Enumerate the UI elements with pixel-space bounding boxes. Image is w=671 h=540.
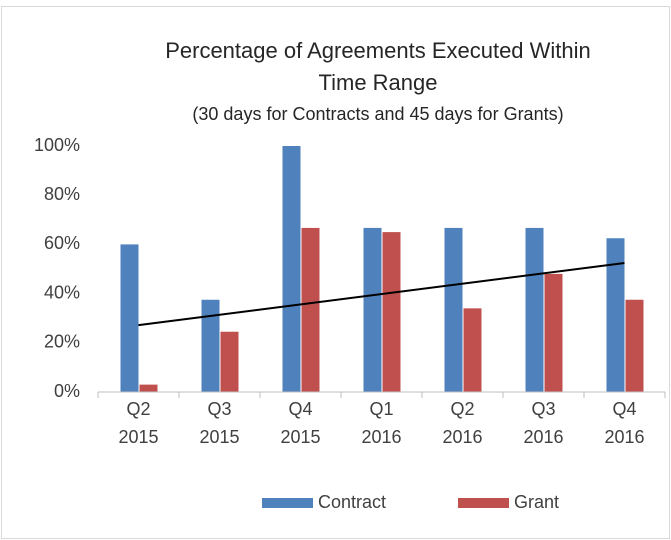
x-tick-label: Q2 2015 <box>118 399 158 447</box>
y-tick-label: 80% <box>44 184 80 204</box>
legend-label: Contract <box>318 492 386 512</box>
y-tick-label: 40% <box>44 282 80 302</box>
chart-subtitle: (30 days for Contracts and 45 days for G… <box>192 104 563 124</box>
x-tick-label: Q3 2016 <box>523 399 563 447</box>
legend-swatch <box>458 498 509 508</box>
bar <box>382 232 401 392</box>
bar <box>139 384 158 392</box>
x-tick-label: Q4 2015 <box>280 399 320 447</box>
trendline <box>138 262 625 327</box>
bar <box>525 227 544 392</box>
y-tick-label: 60% <box>44 233 80 253</box>
bar <box>606 238 625 392</box>
bar <box>444 227 463 392</box>
x-tick-label: Q4 2016 <box>604 399 644 447</box>
chart-border <box>1 6 670 539</box>
bar <box>544 273 563 392</box>
bar <box>282 146 301 392</box>
x-tick-label: Q3 2015 <box>199 399 239 447</box>
x-tick-label: Q2 2016 <box>442 399 482 447</box>
bar <box>625 299 644 392</box>
chart-title: Time Range <box>318 70 437 95</box>
bar <box>363 227 382 392</box>
y-tick-label: 20% <box>44 332 80 352</box>
legend-swatch <box>262 498 313 508</box>
bar <box>201 299 220 392</box>
bar <box>301 227 320 392</box>
bar <box>220 331 239 392</box>
bar <box>463 308 482 392</box>
y-tick-label: 100% <box>34 135 80 155</box>
chart-title: Percentage of Agreements Executed Within <box>165 38 591 63</box>
x-tick-label: Q1 2016 <box>361 399 401 447</box>
y-tick-label: 0% <box>54 381 80 401</box>
legend-label: Grant <box>514 492 559 512</box>
bar <box>120 244 139 392</box>
